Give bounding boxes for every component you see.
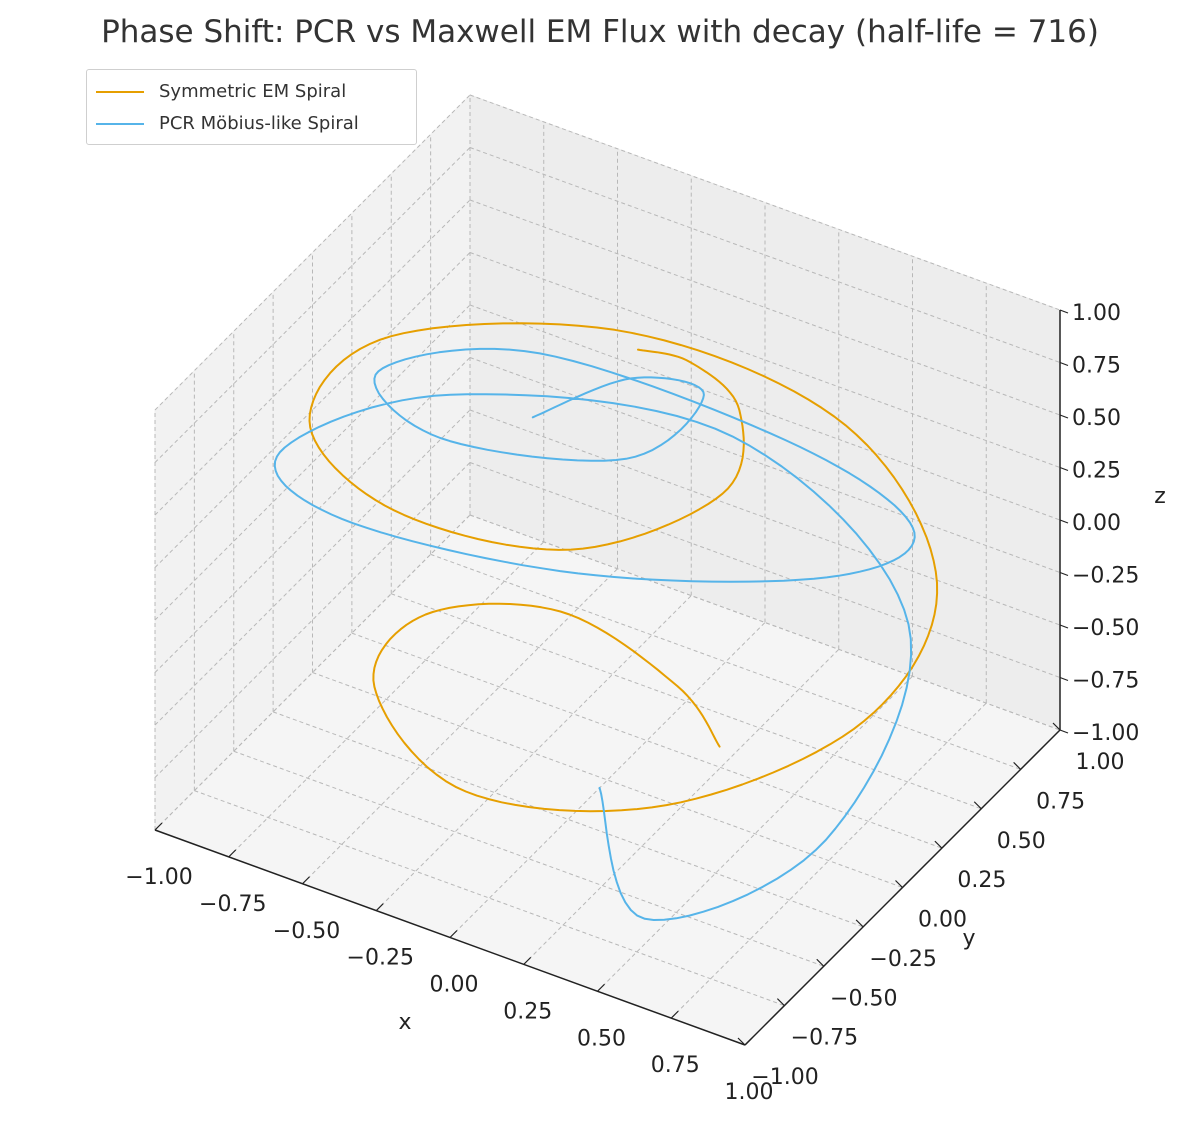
floor-gridline-x bbox=[597, 675, 913, 992]
x-tick-label: 0.25 bbox=[503, 999, 552, 1024]
x-tick-mark bbox=[228, 849, 237, 858]
series-lines bbox=[273, 322, 939, 921]
axis-lines bbox=[154, 309, 1069, 1046]
x-tick-mark bbox=[154, 822, 163, 831]
y-tick-label: 0.00 bbox=[918, 908, 967, 933]
x-tick-mark bbox=[302, 876, 310, 885]
y-tick-label: −0.75 bbox=[791, 1026, 858, 1051]
z-tick-label: −0.25 bbox=[1072, 564, 1139, 589]
x-tick-mark bbox=[744, 1037, 753, 1046]
z-tick-mark bbox=[1059, 571, 1069, 577]
legend-swatch-pcr bbox=[96, 123, 144, 125]
x-tick-mark bbox=[670, 1010, 679, 1019]
x-tick-mark bbox=[597, 983, 605, 992]
z-tick-mark bbox=[1059, 519, 1069, 524]
y-tick-mark bbox=[1052, 722, 1061, 731]
floor-gridline-x bbox=[449, 622, 766, 938]
z-tick-mark bbox=[1059, 309, 1069, 314]
y-tick-mark bbox=[1013, 761, 1022, 770]
gridlines bbox=[154, 94, 1061, 1046]
y-tick-mark bbox=[934, 840, 943, 849]
x-tick-mark bbox=[449, 930, 458, 938]
floor-gridline-x bbox=[228, 541, 545, 858]
z-tick-mark bbox=[1059, 729, 1069, 734]
series-line-1 bbox=[273, 347, 916, 921]
x-tick-label: 0.00 bbox=[430, 973, 479, 998]
x-tick-label: 0.75 bbox=[651, 1053, 700, 1078]
y-tick-label: 0.25 bbox=[957, 868, 1006, 893]
left-gridline-z bbox=[154, 409, 471, 726]
left-gridline-z bbox=[154, 94, 471, 411]
z-tick-mark bbox=[1059, 676, 1069, 682]
y-tick-label: −1.00 bbox=[751, 1065, 818, 1090]
y-tick-mark bbox=[737, 1037, 746, 1046]
y-tick-label: 0.50 bbox=[997, 829, 1046, 854]
y-tick-mark bbox=[973, 801, 982, 810]
left-gridline-z bbox=[154, 304, 471, 621]
y-tick-label: 0.75 bbox=[1036, 789, 1085, 814]
z-tick-label: −0.75 bbox=[1072, 669, 1139, 694]
z-tick-label: −0.50 bbox=[1072, 616, 1139, 641]
z-tick-label: −1.00 bbox=[1072, 721, 1139, 746]
series-line-0 bbox=[308, 322, 939, 813]
floor-gridline-x bbox=[670, 702, 987, 1019]
z-tick-mark bbox=[1059, 624, 1069, 629]
x-tick-label: 1.00 bbox=[725, 1080, 774, 1105]
floor-gridline-x bbox=[523, 649, 840, 965]
y-tick-label: −0.50 bbox=[830, 986, 897, 1011]
left-gridline-z bbox=[154, 199, 471, 516]
legend-label-em: Symmetric EM Spiral bbox=[159, 81, 347, 102]
y-tick-label: −0.25 bbox=[869, 947, 936, 972]
x-tick-mark bbox=[375, 903, 384, 912]
x-tick-label: −0.50 bbox=[273, 919, 340, 944]
axis-panes bbox=[154, 93, 1061, 1046]
left-gridline-z bbox=[154, 462, 471, 778]
legend-item-em: Symmetric EM Spiral bbox=[87, 80, 416, 104]
y-tick-mark bbox=[855, 919, 864, 928]
y-axis-label: y bbox=[962, 926, 975, 951]
legend-item-pcr: PCR Möbius-like Spiral bbox=[87, 112, 416, 136]
left-gridline-z bbox=[154, 252, 471, 568]
x-tick-mark bbox=[523, 956, 532, 965]
legend-swatch-em bbox=[96, 91, 144, 93]
left-gridline-z bbox=[154, 514, 471, 831]
z-axis-label: z bbox=[1154, 484, 1166, 509]
x-tick-label: −0.75 bbox=[199, 892, 266, 917]
z-tick-label: 0.25 bbox=[1072, 459, 1121, 484]
z-tick-mark bbox=[1059, 414, 1069, 419]
y-tick-mark bbox=[776, 998, 785, 1007]
z-tick-mark bbox=[1059, 361, 1069, 367]
z-tick-label: 1.00 bbox=[1072, 301, 1121, 326]
y-tick-mark bbox=[816, 958, 825, 967]
x-tick-label: 0.50 bbox=[577, 1026, 626, 1051]
z-tick-label: 0.00 bbox=[1072, 511, 1121, 536]
z-tick-label: 0.50 bbox=[1072, 406, 1121, 431]
floor-gridline-x bbox=[375, 595, 692, 911]
tick-labels: −1.00 −1.00 −1.00 −0.75 −0.75 −0.75 −0.50 −0.50… bbox=[125, 301, 1165, 1105]
x-tick-label: −1.00 bbox=[125, 865, 192, 890]
x-axis-label: x bbox=[398, 1010, 411, 1035]
chart-title: Phase Shift: PCR vs Maxwell EM Flux with… bbox=[101, 14, 1099, 50]
y-tick-mark bbox=[895, 880, 903, 888]
z-tick-label: 0.75 bbox=[1072, 354, 1121, 379]
left-gridline-z bbox=[154, 357, 471, 673]
left-gridline-z bbox=[154, 147, 471, 463]
legend: Symmetric EM Spiral PCR Möbius-like Spir… bbox=[86, 69, 417, 145]
y-tick-label: 1.00 bbox=[1076, 750, 1125, 775]
floor-gridline-x bbox=[302, 568, 618, 885]
x-tick-label: −0.25 bbox=[347, 946, 414, 971]
z-tick-mark bbox=[1059, 466, 1069, 472]
legend-label-pcr: PCR Möbius-like Spiral bbox=[159, 113, 359, 134]
